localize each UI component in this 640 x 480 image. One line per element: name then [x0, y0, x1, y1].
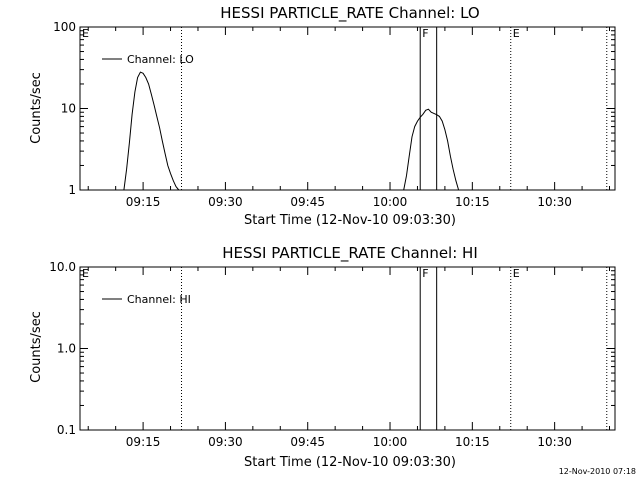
legend-label: Channel: HI — [127, 293, 191, 306]
x-tick-label: 10:15 — [455, 195, 490, 209]
axes-frame — [79, 266, 616, 431]
x-tick-label: 09:15 — [126, 435, 161, 449]
axes-frame — [79, 26, 616, 191]
series-line — [123, 71, 180, 191]
x-tick-label: 10:00 — [373, 435, 408, 449]
x-tick-label: 09:30 — [208, 195, 243, 209]
y-tick-label: 1 — [68, 183, 76, 197]
x-tick-label: 10:30 — [537, 435, 572, 449]
y-tick-label: 10.0 — [49, 260, 76, 274]
y-tick-label: 100 — [53, 20, 76, 34]
x-tick-label: 09:45 — [290, 195, 325, 209]
x-axis-label: Start Time (12-Nov-10 09:03:30) — [244, 213, 456, 228]
y-tick-label: 1.0 — [57, 342, 76, 356]
event-marker-label: E — [82, 27, 89, 40]
timestamp-stamp: 12-Nov-2010 07:18 — [559, 467, 636, 476]
plot-hi-channel: HESSI PARTICLE_RATE Channel: HI Start Ti… — [29, 244, 616, 470]
plot-title: HESSI PARTICLE_RATE Channel: HI — [222, 244, 478, 263]
y-tick-label: 10 — [61, 102, 76, 116]
plot-lo-channel: HESSI PARTICLE_RATE Channel: LO Start Ti… — [29, 4, 616, 228]
plot-title: HESSI PARTICLE_RATE Channel: LO — [220, 4, 479, 23]
event-marker-label: E — [513, 267, 520, 280]
event-marker-label: F — [422, 267, 428, 280]
y-axis-label: Counts/sec — [29, 72, 44, 144]
legend-label: Channel: LO — [127, 53, 194, 66]
x-tick-label: 09:45 — [290, 435, 325, 449]
y-tick-label: 0.1 — [57, 423, 76, 437]
series-line — [403, 108, 460, 191]
y-axis-label: Counts/sec — [29, 311, 44, 383]
event-marker-label: E — [513, 27, 520, 40]
x-tick-label: 09:30 — [208, 435, 243, 449]
event-marker-label: E — [82, 267, 89, 280]
x-tick-label: 10:30 — [537, 195, 572, 209]
x-axis-label: Start Time (12-Nov-10 09:03:30) — [244, 455, 456, 470]
x-tick-label: 09:15 — [126, 195, 161, 209]
event-marker-label: F — [422, 27, 428, 40]
x-tick-label: 10:00 — [373, 195, 408, 209]
x-tick-label: 10:15 — [455, 435, 490, 449]
